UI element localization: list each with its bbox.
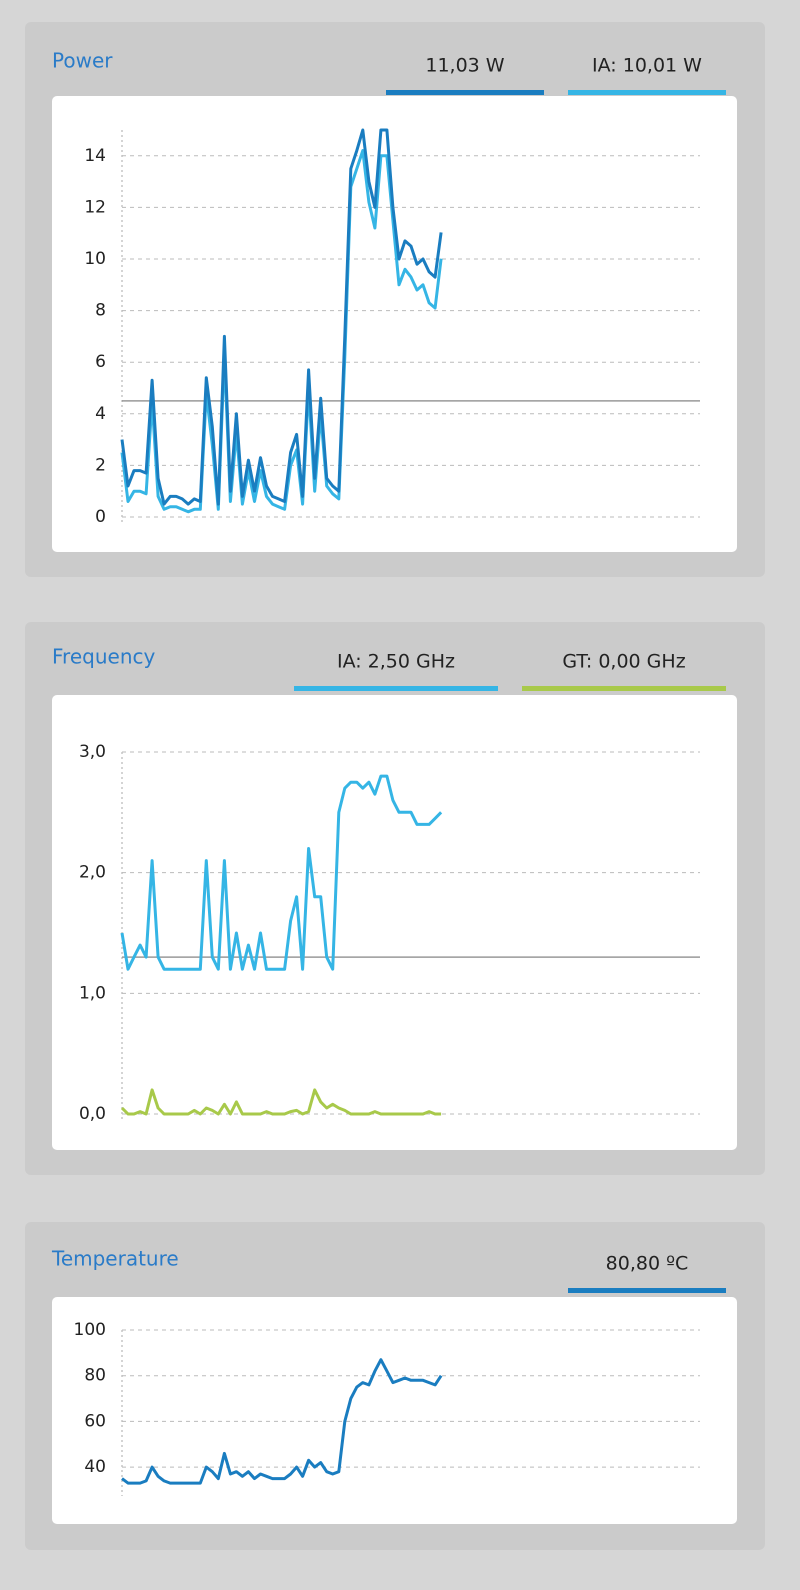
plot-card [52, 695, 737, 1150]
legend-swatch [522, 686, 726, 691]
y-tick-label: 80 [84, 1366, 106, 1386]
y-tick-label: 60 [84, 1411, 106, 1431]
y-tick-label: 14 [84, 146, 106, 166]
y-tick-label: 3,0 [79, 742, 106, 762]
legend-swatch [568, 90, 726, 95]
y-tick-label: 6 [95, 352, 106, 372]
plot-card [52, 96, 737, 552]
legend-swatch [386, 90, 544, 95]
series-line [120, 1088, 442, 1116]
legend-label: IA: 10,01 W [592, 55, 702, 77]
series-line [121, 1358, 443, 1485]
y-tick-label: 0 [95, 507, 106, 527]
legend-label: 80,80 ºC [606, 1253, 689, 1275]
y-tick-label: 2 [95, 455, 106, 475]
y-tick-label: 12 [84, 197, 106, 217]
y-tick-label: 8 [95, 301, 106, 321]
panel-title: Frequency [52, 645, 155, 669]
series-line [120, 149, 443, 514]
y-tick-label: 100 [74, 1320, 106, 1340]
y-tick-label: 0,0 [79, 1104, 106, 1124]
legend-label: IA: 2,50 GHz [337, 651, 455, 673]
legend-label: 11,03 W [425, 55, 504, 77]
y-tick-label: 40 [84, 1457, 106, 1477]
legend-label: GT: 0,00 GHz [562, 651, 685, 673]
plot-card [52, 1297, 737, 1524]
y-tick-label: 2,0 [79, 863, 106, 883]
series-line [120, 774, 443, 971]
panel-title: Temperature [51, 1247, 179, 1271]
y-tick-label: 1,0 [79, 983, 106, 1003]
legend-swatch [568, 1288, 726, 1293]
panel-title: Power [52, 49, 113, 73]
series-line [120, 128, 443, 506]
legend-swatch [294, 686, 498, 691]
y-tick-label: 10 [84, 249, 106, 269]
y-tick-label: 4 [95, 404, 106, 424]
